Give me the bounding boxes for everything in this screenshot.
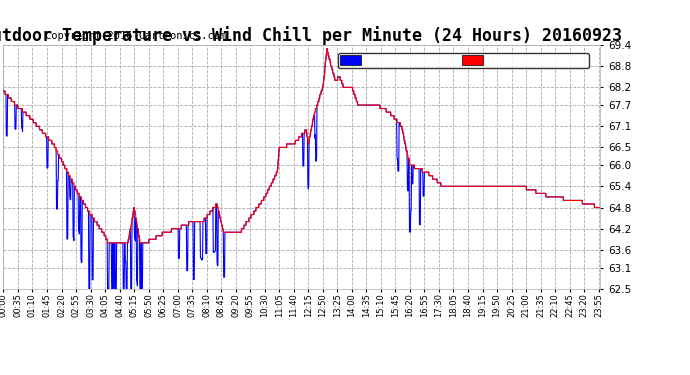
Title: Outdoor Temperature vs Wind Chill per Minute (24 Hours) 20160923: Outdoor Temperature vs Wind Chill per Mi…: [0, 26, 622, 45]
Text: Copyright 2016 Cartronics.com: Copyright 2016 Cartronics.com: [45, 32, 226, 41]
Legend: Wind Chill (°F), Temperature (°F): Wind Chill (°F), Temperature (°F): [338, 53, 589, 68]
